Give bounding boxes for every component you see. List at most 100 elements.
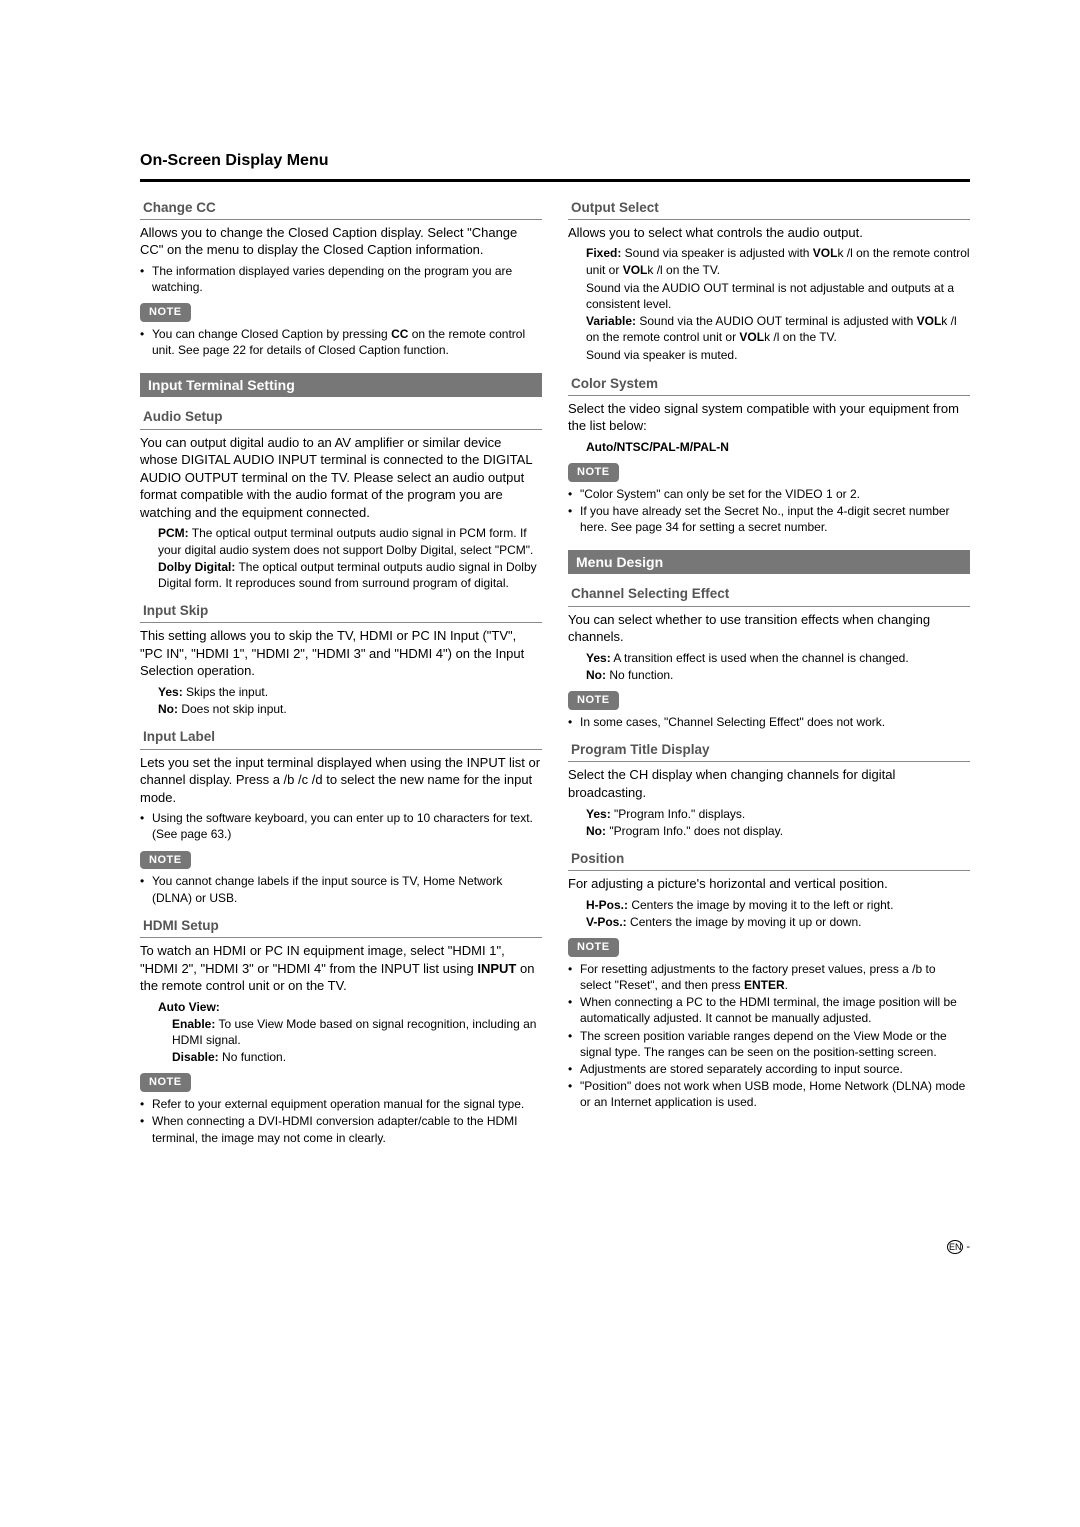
page-footer: EN - <box>140 1240 970 1255</box>
arrow-keys: a /b /c /d <box>273 772 323 787</box>
fixed-def: Fixed: Sound via speaker is adjusted wit… <box>586 245 970 312</box>
no-def: No: "Program Info." does not display. <box>586 823 970 839</box>
no-def: No: No function. <box>586 667 970 683</box>
right-column: Output Select Allows you to select what … <box>568 196 970 1150</box>
list-item: Adjustments are stored separately accord… <box>568 1061 970 1077</box>
no-def: No: Does not skip input. <box>158 701 542 717</box>
position-notes: For resetting adjustments to the factory… <box>568 961 970 1111</box>
enable-text: To use View Mode based on signal recogni… <box>172 1017 536 1047</box>
output-select-defs: Fixed: Sound via speaker is adjusted wit… <box>586 245 970 363</box>
pcm-def: PCM: The optical output terminal outputs… <box>158 525 542 557</box>
program-title-defs: Yes: "Program Info." displays. No: "Prog… <box>586 806 970 839</box>
disable-text: No function. <box>219 1050 286 1064</box>
list-item: In some cases, "Channel Selecting Effect… <box>568 714 970 730</box>
enter-key: ENTER <box>744 978 785 992</box>
enable-def: Enable: To use View Mode based on signal… <box>158 1016 542 1048</box>
yes-text: A transition effect is used when the cha… <box>611 651 909 665</box>
no-text: "Program Info." does not display. <box>606 824 783 838</box>
input-label-heading: Input Label <box>140 725 542 749</box>
input-terminal-setting-header: Input Terminal Setting <box>140 373 542 398</box>
disable-label: Disable: <box>172 1050 219 1064</box>
text: To watch an HDMI or PC IN equipment imag… <box>140 943 505 976</box>
vpos-def: V-Pos.: Centers the image by moving it u… <box>586 914 970 930</box>
list-item: For resetting adjustments to the factory… <box>568 961 970 993</box>
position-defs: H-Pos.: Centers the image by moving it t… <box>586 897 970 930</box>
variable-label: Variable: <box>586 314 636 328</box>
input-skip-defs: Yes: Skips the input. No: Does not skip … <box>158 684 542 717</box>
channel-selecting-effect-intro: You can select whether to use transition… <box>568 611 970 646</box>
hpos-text: Centers the image by moving it to the le… <box>628 898 893 912</box>
lang-badge: EN <box>947 1240 963 1254</box>
title-rule <box>140 179 970 182</box>
input-skip-intro: This setting allows you to skip the TV, … <box>140 627 542 680</box>
color-system-heading: Color System <box>568 372 970 396</box>
vpos-label: V-Pos.: <box>586 915 627 929</box>
color-system-intro: Select the video signal system compatibl… <box>568 400 970 435</box>
program-title-display-intro: Select the CH display when changing chan… <box>568 766 970 801</box>
variable-line2: Sound via speaker is muted. <box>586 347 970 363</box>
hdmi-setup-heading: HDMI Setup <box>140 914 542 938</box>
no-text: Does not skip input. <box>178 702 287 716</box>
note-badge: NOTE <box>140 1073 191 1092</box>
color-system-options: Auto/NTSC/PAL-M/PAL-N <box>586 439 970 455</box>
audio-setup-heading: Audio Setup <box>140 405 542 429</box>
audio-setup-defs: PCM: The optical output terminal outputs… <box>158 525 542 591</box>
variable-def: Variable: Sound via the AUDIO OUT termin… <box>586 313 970 364</box>
text: Sound via speaker is adjusted with <box>621 246 812 260</box>
yes-text: Skips the input. <box>183 685 268 699</box>
vol-key: VOL <box>813 246 838 260</box>
text: Sound via the AUDIO OUT terminal is adju… <box>636 314 917 328</box>
audio-setup-intro: You can output digital audio to an AV am… <box>140 434 542 522</box>
yes-def: Yes: A transition effect is used when th… <box>586 650 970 666</box>
color-system-notes: "Color System" can only be set for the V… <box>568 486 970 536</box>
input-label-bullets: Using the software keyboard, you can ent… <box>140 810 542 842</box>
change-cc-heading: Change CC <box>140 196 542 220</box>
vol-key: VOL <box>917 314 942 328</box>
channel-selecting-effect-heading: Channel Selecting Effect <box>568 582 970 606</box>
fixed-line2: Sound via the AUDIO OUT terminal is not … <box>586 280 970 312</box>
channel-selecting-notes: In some cases, "Channel Selecting Effect… <box>568 714 970 730</box>
output-select-heading: Output Select <box>568 196 970 220</box>
program-title-display-heading: Program Title Display <box>568 738 970 762</box>
change-cc-intro: Allows you to change the Closed Caption … <box>140 224 542 259</box>
yes-label: Yes: <box>158 685 183 699</box>
yes-def: Yes: Skips the input. <box>158 684 542 700</box>
change-cc-bullets: The information displayed varies dependi… <box>140 263 542 295</box>
note-badge: NOTE <box>568 938 619 957</box>
yes-text: "Program Info." displays. <box>611 807 746 821</box>
hdmi-setup-intro: To watch an HDMI or PC IN equipment imag… <box>140 942 542 995</box>
no-label: No: <box>586 824 606 838</box>
change-cc-notes: You can change Closed Caption by pressin… <box>140 326 542 358</box>
menu-design-header: Menu Design <box>568 550 970 575</box>
hdmi-setup-notes: Refer to your external equipment operati… <box>140 1096 542 1146</box>
vol-key: VOL <box>739 330 764 344</box>
auto-view-def: Auto View: <box>158 999 542 1015</box>
input-skip-heading: Input Skip <box>140 599 542 623</box>
pcm-label: PCM: <box>158 526 189 540</box>
list-item: "Color System" can only be set for the V… <box>568 486 970 502</box>
list-item: The information displayed varies dependi… <box>140 263 542 295</box>
list-item: You cannot change labels if the input so… <box>140 873 542 905</box>
color-system-options-text: Auto/NTSC/PAL-M/PAL-N <box>586 440 729 454</box>
fixed-label: Fixed: <box>586 246 621 260</box>
list-item: "Position" does not work when USB mode, … <box>568 1078 970 1110</box>
enable-label: Enable: <box>172 1017 215 1031</box>
note-badge: NOTE <box>140 303 191 322</box>
note-badge: NOTE <box>140 851 191 870</box>
position-intro: For adjusting a picture's horizontal and… <box>568 875 970 893</box>
list-item: When connecting a PC to the HDMI termina… <box>568 994 970 1026</box>
no-label: No: <box>158 702 178 716</box>
list-item: The screen position variable ranges depe… <box>568 1028 970 1060</box>
dolby-label: Dolby Digital: <box>158 560 235 574</box>
left-column: Change CC Allows you to change the Close… <box>140 196 542 1150</box>
yes-def: Yes: "Program Info." displays. <box>586 806 970 822</box>
vol-key: VOL <box>623 263 648 277</box>
cc-key: CC <box>391 327 408 341</box>
hdmi-setup-defs: Auto View: Enable: To use View Mode base… <box>158 999 542 1066</box>
note-badge: NOTE <box>568 463 619 482</box>
vpos-text: Centers the image by moving it up or dow… <box>627 915 862 929</box>
hpos-label: H-Pos.: <box>586 898 628 912</box>
footer-dash: - <box>966 1241 970 1253</box>
text: k /l on the TV. <box>764 330 837 344</box>
channel-selecting-defs: Yes: A transition effect is used when th… <box>586 650 970 683</box>
